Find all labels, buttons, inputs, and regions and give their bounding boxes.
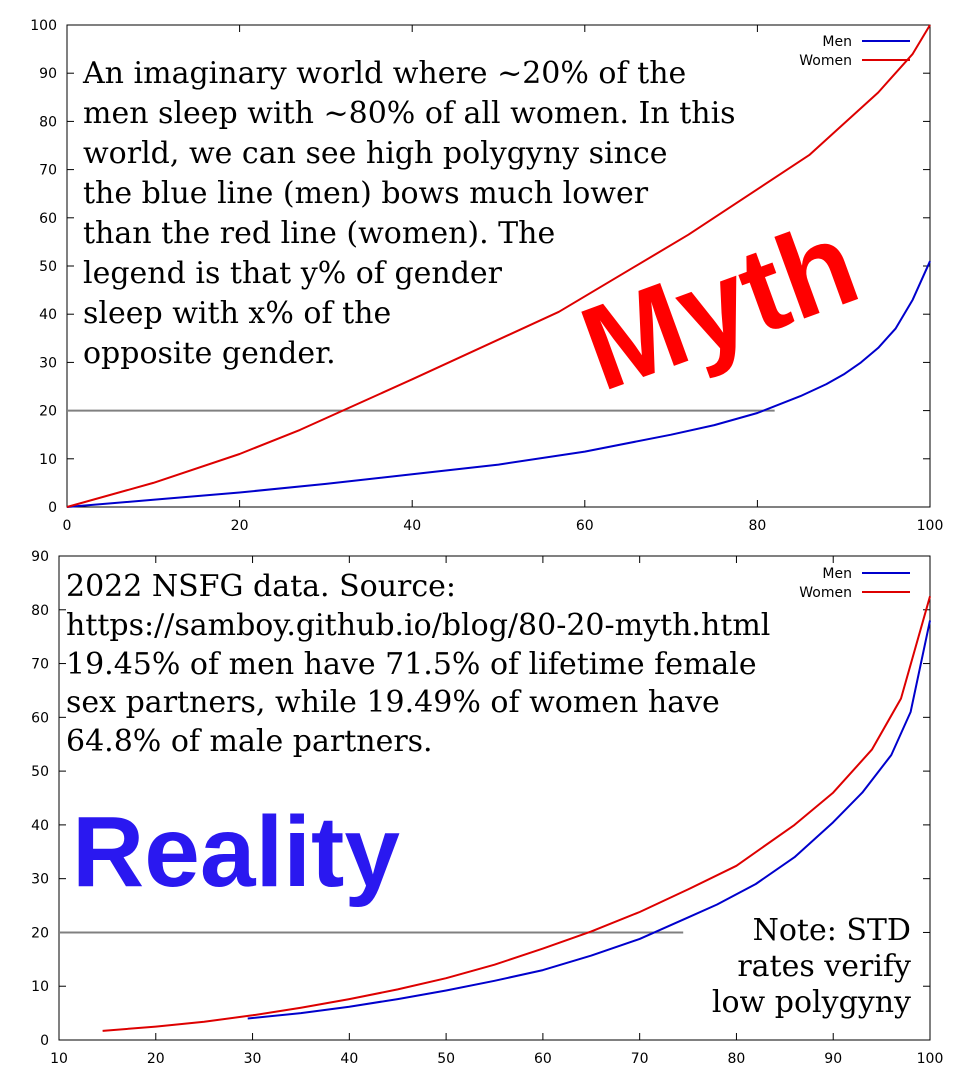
legend-label-women: Women	[799, 585, 852, 601]
x-tick-label: 100	[917, 1051, 944, 1067]
annotation-text: 2022 NSFG data. Source: https://samboy.g…	[66, 569, 770, 759]
y-tick-label: 10	[31, 979, 49, 995]
y-tick-label: 20	[31, 925, 49, 941]
y-axis-ticks: 0 10 20 30 40 50 60 70 80 90	[31, 549, 930, 1049]
reality-stamp: Reality	[72, 796, 400, 908]
x-tick-label: 90	[824, 1051, 842, 1067]
x-tick-label: 50	[437, 1051, 455, 1067]
x-tick-label: 80	[728, 1051, 746, 1067]
annotation-line: world, we can see high polygyny since	[83, 136, 668, 171]
y-tick-label: 20	[39, 404, 57, 420]
myth-chart: 0 10 20 30 40 50 60 70 80 90 100 0 20 40 60 80 100 An i…	[30, 18, 943, 534]
x-tick-label: 40	[403, 518, 421, 534]
series-line-men	[66, 260, 931, 508]
x-axis-ticks: 0 20 40 60 80 100	[63, 25, 944, 534]
legend: Men Women	[799, 566, 910, 601]
plot-frame	[58, 555, 931, 1041]
y-tick-label: 70	[39, 163, 57, 179]
x-tick-label: 80	[748, 518, 766, 534]
side-note: Note: STD rates verify low polygyny	[712, 913, 911, 1020]
y-tick-label: 60	[39, 211, 57, 227]
y-tick-label: 50	[31, 764, 49, 780]
note-line: Note: STD	[753, 913, 911, 948]
annotation-line: 2022 NSFG data. Source:	[66, 569, 456, 604]
y-tick-label: 10	[39, 452, 57, 468]
y-tick-label: 60	[31, 710, 49, 726]
y-tick-label: 0	[48, 500, 57, 516]
series-line-men	[247, 620, 931, 1020]
annotation-line: the blue line (men) bows much lower	[83, 176, 649, 211]
y-tick-label: 30	[39, 355, 57, 371]
y-tick-label: 50	[39, 259, 57, 275]
series-lines	[59, 596, 931, 1032]
x-axis-ticks: 10 20 30 40 50 60 70 80 90 100	[50, 556, 943, 1067]
y-tick-label: 80	[31, 603, 49, 619]
legend-label-women: Women	[799, 53, 852, 69]
x-tick-label: 40	[340, 1051, 358, 1067]
annotation-line: than the red line (women). The	[83, 216, 555, 251]
y-tick-label: 0	[40, 1033, 49, 1049]
annotation-line: 64.8% of male partners.	[66, 724, 433, 759]
series-line-women	[102, 596, 931, 1032]
annotation-line: 19.45% of men have 71.5% of lifetime fem…	[66, 647, 757, 682]
y-tick-label: 40	[31, 818, 49, 834]
annotation-line: An imaginary world where ~20% of the	[82, 56, 686, 91]
x-tick-label: 20	[231, 518, 249, 534]
legend: Men Women	[799, 34, 910, 69]
x-tick-label: 60	[534, 1051, 552, 1067]
annotation-line: https://samboy.github.io/blog/80-20-myth…	[66, 608, 770, 643]
series-line-women	[66, 24, 931, 508]
annotation-line: sleep with x% of the	[83, 296, 391, 331]
y-tick-label: 40	[39, 307, 57, 323]
annotation-line: men sleep with ~80% of all women. In thi…	[83, 96, 736, 131]
y-axis-ticks: 0 10 20 30 40 50 60 70 80 90 100	[30, 18, 930, 516]
series-lines	[66, 24, 931, 508]
annotation-line: opposite gender.	[83, 336, 336, 371]
x-tick-label: 20	[147, 1051, 165, 1067]
legend-label-men: Men	[822, 566, 852, 582]
x-tick-label: 100	[917, 518, 944, 534]
x-tick-label: 60	[576, 518, 594, 534]
y-tick-label: 70	[31, 657, 49, 673]
annotation-line: sex partners, while 19.49% of women have	[66, 685, 720, 720]
x-tick-label: 0	[63, 518, 72, 534]
y-tick-label: 30	[31, 872, 49, 888]
annotation-line: legend is that y% of gender	[83, 256, 503, 291]
y-tick-label: 100	[30, 18, 57, 34]
note-line: low polygyny	[712, 985, 911, 1020]
x-tick-label: 70	[631, 1051, 649, 1067]
y-tick-label: 90	[31, 549, 49, 565]
x-tick-label: 30	[244, 1051, 262, 1067]
y-tick-label: 90	[39, 66, 57, 82]
annotation-text: An imaginary world where ~20% of the men…	[82, 56, 736, 371]
legend-label-men: Men	[822, 34, 852, 50]
y-tick-label: 80	[39, 114, 57, 130]
note-line: rates verify	[737, 949, 911, 984]
x-tick-label: 10	[50, 1051, 68, 1067]
